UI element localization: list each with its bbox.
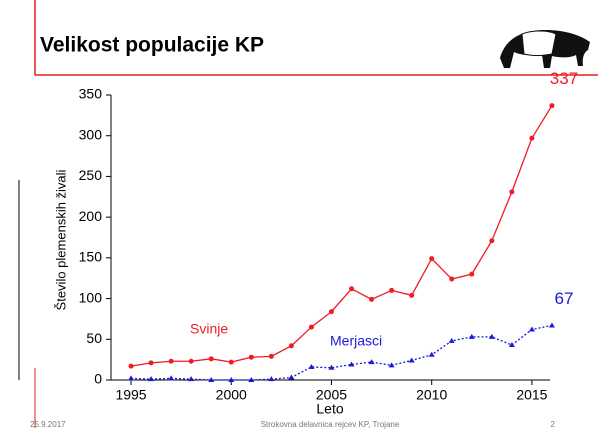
y-tick-label: 200 xyxy=(79,208,103,224)
point xyxy=(289,343,294,348)
point xyxy=(209,356,214,361)
point xyxy=(249,355,254,360)
point xyxy=(529,136,534,141)
point xyxy=(389,288,394,293)
point xyxy=(449,277,454,282)
footer-text: Strokovna delavnica rejcev KP, Trojane xyxy=(261,420,400,429)
point xyxy=(149,360,154,365)
y-axis-label: Število plemenskih živali xyxy=(53,169,68,310)
footer-date: 25.9.2017 xyxy=(30,420,66,429)
point xyxy=(129,364,134,369)
x-tick-label: 2000 xyxy=(216,387,247,403)
y-tick-label: 300 xyxy=(79,126,103,142)
x-tick-label: 1995 xyxy=(115,387,146,403)
point xyxy=(509,189,514,194)
point xyxy=(269,354,274,359)
point xyxy=(489,238,494,243)
x-axis-label: Leto xyxy=(316,401,343,417)
point xyxy=(349,286,354,291)
point xyxy=(329,309,334,314)
series-name: Svinje xyxy=(190,321,228,337)
value-label: 67 xyxy=(554,289,573,308)
y-tick-label: 150 xyxy=(79,249,103,265)
y-tick-label: 0 xyxy=(94,371,102,387)
page-number: 2 xyxy=(551,420,556,429)
point xyxy=(189,359,194,364)
point xyxy=(309,325,314,330)
value-label: 337 xyxy=(550,69,578,88)
y-tick-label: 350 xyxy=(79,86,103,102)
point xyxy=(469,272,474,277)
slide-title: Velikost populacije KP xyxy=(40,34,264,57)
x-tick-label: 2010 xyxy=(416,387,447,403)
series-name: Merjasci xyxy=(330,333,382,349)
slide: Velikost populacije KP 25.9.2017 Strokov… xyxy=(0,0,598,440)
point xyxy=(429,256,434,261)
x-tick-label: 2015 xyxy=(516,387,547,403)
point xyxy=(409,293,414,298)
point xyxy=(369,297,374,302)
pig-belt xyxy=(522,31,556,56)
y-tick-label: 250 xyxy=(79,167,103,183)
point xyxy=(169,359,174,364)
point xyxy=(549,103,554,108)
y-tick-label: 100 xyxy=(79,289,103,305)
y-tick-label: 50 xyxy=(86,330,102,346)
point xyxy=(229,360,234,365)
